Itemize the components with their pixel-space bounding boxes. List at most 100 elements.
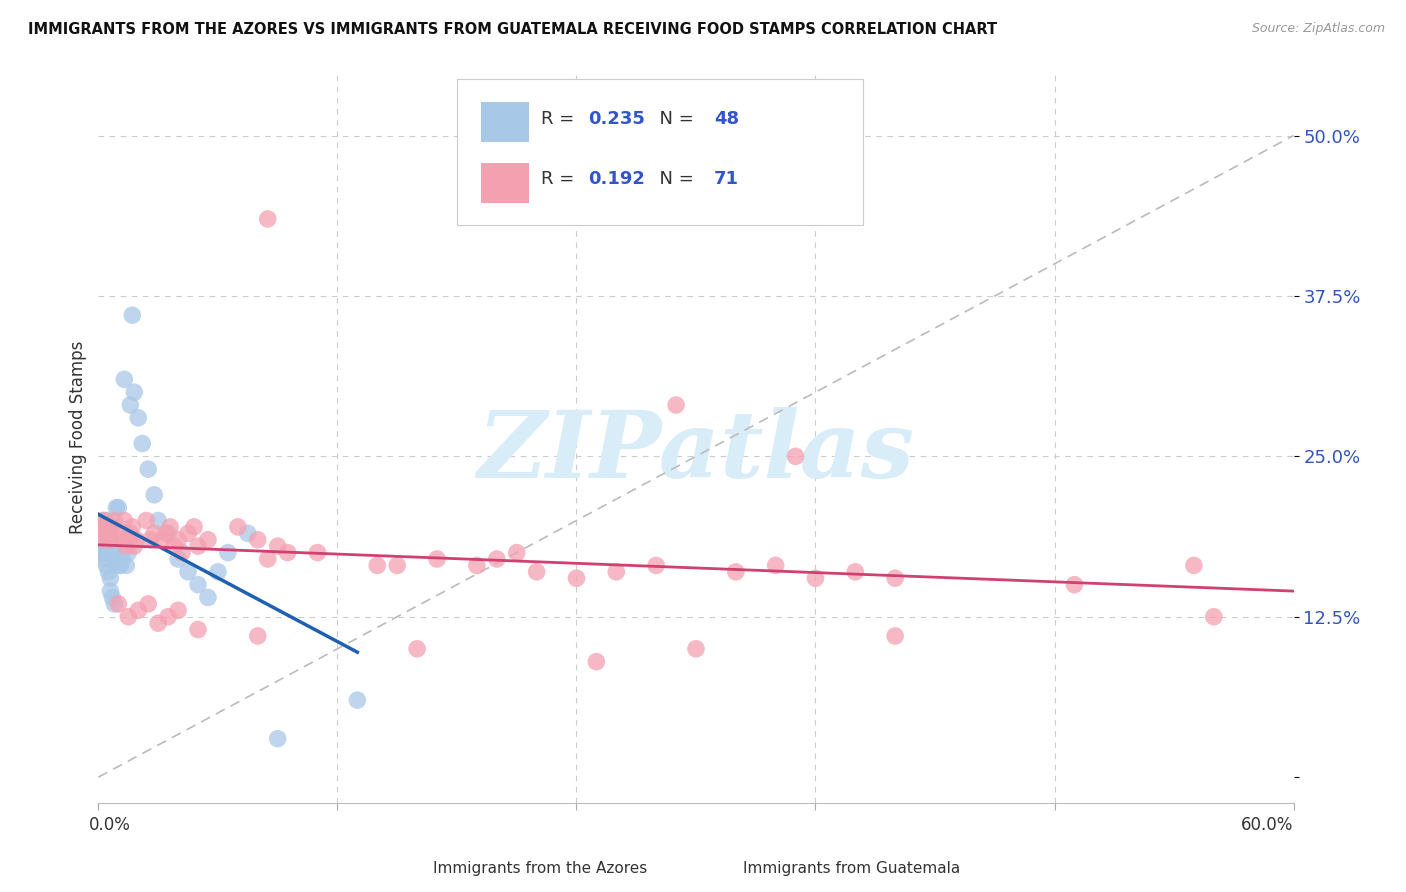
Point: [110, 558, 132, 573]
Point: [256, 552, 278, 566]
Point: [98, 571, 122, 585]
Point: [107, 558, 129, 573]
Point: [124, 385, 146, 400]
Point: [143, 488, 166, 502]
Point: [91, 514, 114, 528]
Point: [105, 500, 128, 515]
Point: [685, 641, 707, 656]
Point: [136, 462, 159, 476]
Point: [115, 558, 138, 573]
Point: [406, 641, 429, 656]
Point: [97, 565, 120, 579]
Point: [93, 533, 115, 547]
Text: R =: R =: [541, 110, 579, 128]
Point: [665, 398, 688, 412]
Point: [117, 533, 139, 547]
Point: [167, 552, 190, 566]
Text: Immigrants from the Azores: Immigrants from the Azores: [433, 861, 648, 876]
Point: [307, 545, 329, 559]
Point: [148, 514, 170, 528]
Point: [157, 609, 180, 624]
Point: [120, 398, 142, 412]
Point: [585, 655, 607, 669]
Point: [177, 526, 200, 541]
Point: [98, 584, 122, 599]
Point: [125, 533, 148, 547]
Point: [103, 545, 125, 559]
Point: [187, 539, 209, 553]
Text: 0.235: 0.235: [589, 110, 645, 128]
Point: [167, 533, 190, 547]
Point: [96, 520, 118, 534]
Point: [121, 308, 143, 322]
Point: [89, 520, 111, 534]
Point: [120, 526, 142, 541]
FancyBboxPatch shape: [457, 78, 863, 225]
Point: [526, 565, 548, 579]
Point: [884, 571, 907, 585]
Text: R =: R =: [541, 169, 579, 188]
FancyBboxPatch shape: [481, 102, 529, 143]
Point: [101, 591, 124, 605]
Point: [163, 539, 186, 553]
Point: [155, 526, 177, 541]
Point: [103, 514, 125, 528]
Point: [385, 558, 409, 573]
Text: N =: N =: [648, 110, 700, 128]
Text: 0.0%: 0.0%: [89, 815, 131, 834]
Point: [157, 526, 180, 541]
Point: [426, 552, 449, 566]
Point: [246, 629, 269, 643]
Point: [217, 545, 239, 559]
Point: [89, 533, 111, 547]
Point: [172, 545, 194, 559]
Point: [117, 609, 139, 624]
Point: [765, 558, 787, 573]
Text: 71: 71: [714, 169, 740, 188]
Point: [107, 597, 129, 611]
Point: [645, 558, 668, 573]
Point: [115, 539, 138, 553]
Point: [136, 597, 159, 611]
Point: [1202, 609, 1225, 624]
Point: [197, 591, 219, 605]
Point: [804, 571, 827, 585]
Point: [565, 571, 588, 585]
Point: [91, 520, 114, 534]
Point: [207, 565, 229, 579]
Point: [226, 520, 249, 534]
Point: [884, 629, 907, 643]
Point: [98, 533, 122, 547]
Point: [844, 565, 866, 579]
Point: [246, 533, 269, 547]
Point: [236, 526, 259, 541]
Point: [97, 526, 120, 541]
Point: [135, 514, 157, 528]
Text: ZIPatlas: ZIPatlas: [478, 407, 914, 497]
Point: [177, 565, 200, 579]
Point: [148, 616, 170, 631]
Point: [277, 545, 299, 559]
Point: [107, 526, 129, 541]
Point: [93, 514, 115, 528]
Point: [139, 533, 162, 547]
Point: [506, 545, 529, 559]
FancyBboxPatch shape: [690, 850, 738, 887]
Point: [366, 558, 388, 573]
Point: [1182, 558, 1205, 573]
Text: Source: ZipAtlas.com: Source: ZipAtlas.com: [1251, 22, 1385, 36]
Y-axis label: Receiving Food Stamps: Receiving Food Stamps: [69, 341, 87, 533]
FancyBboxPatch shape: [481, 163, 529, 203]
Point: [111, 552, 134, 566]
Point: [267, 539, 290, 553]
FancyBboxPatch shape: [391, 850, 439, 887]
Point: [91, 552, 114, 566]
Point: [97, 526, 120, 541]
Point: [187, 623, 209, 637]
Point: [89, 545, 111, 559]
Point: [101, 539, 124, 553]
Point: [785, 450, 807, 464]
Text: 48: 48: [714, 110, 740, 128]
Point: [1063, 577, 1085, 591]
Point: [485, 552, 508, 566]
